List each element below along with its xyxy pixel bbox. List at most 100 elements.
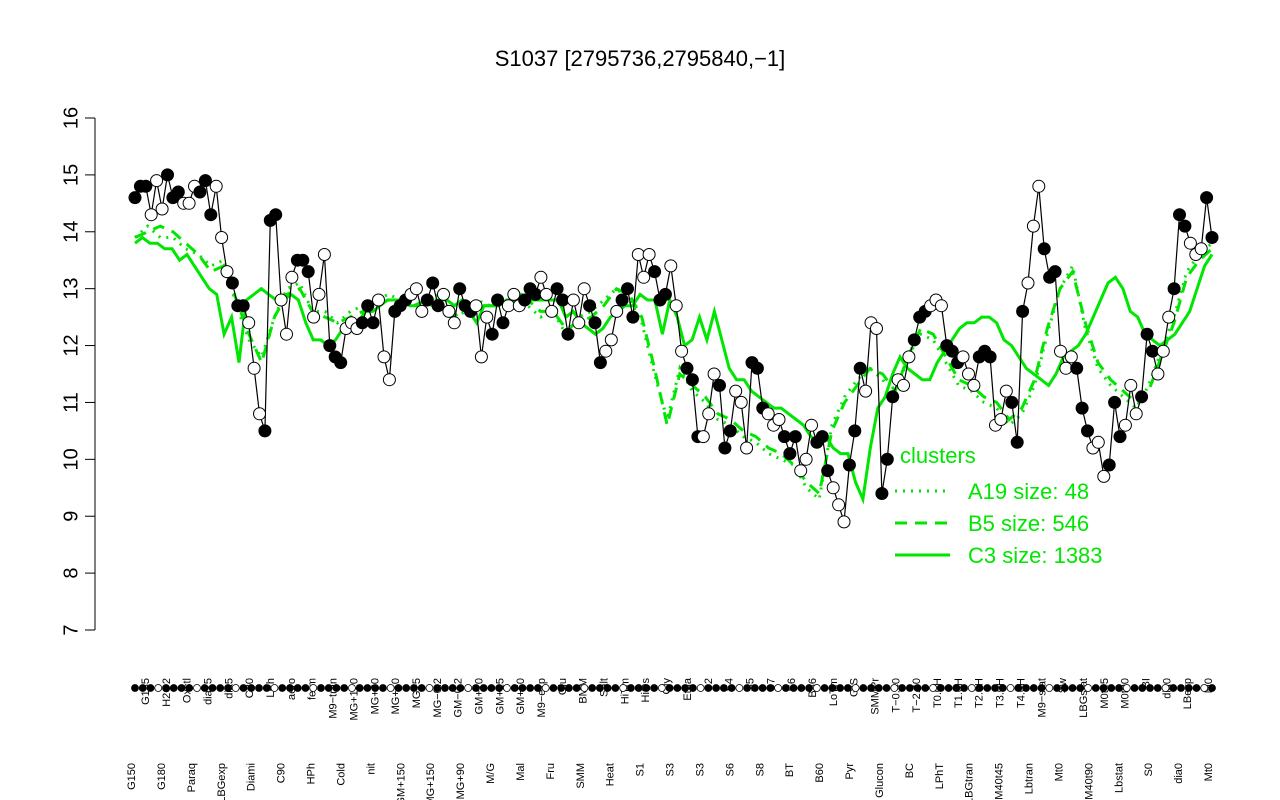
data-point	[209, 179, 223, 193]
x-marker	[177, 684, 186, 692]
data-point	[599, 344, 613, 358]
data-point	[707, 367, 721, 381]
y-tick-label: 12	[60, 334, 82, 356]
x-marker	[867, 684, 875, 692]
x-marker	[355, 684, 364, 692]
y-tick-label: 10	[60, 448, 82, 470]
x-marker	[1014, 684, 1023, 692]
data-point	[572, 316, 586, 330]
x-tick-label: MG−0.2	[432, 678, 444, 717]
x-marker	[743, 684, 752, 692]
x-marker	[650, 684, 659, 692]
data-point	[1194, 242, 1208, 256]
x-tick-label: LBGexp	[216, 763, 228, 800]
data-point	[1064, 350, 1078, 364]
data-point	[734, 395, 748, 409]
x-marker	[479, 684, 488, 692]
x-tick-label: M9−tran	[328, 678, 340, 719]
data-point	[902, 350, 916, 364]
data-point	[491, 293, 505, 307]
data-point	[1135, 390, 1149, 404]
x-marker	[603, 684, 612, 692]
data-point	[718, 441, 732, 455]
data-point	[875, 487, 889, 500]
sample-line	[134, 174, 1213, 523]
x-marker	[805, 684, 813, 692]
data-point	[285, 270, 299, 284]
x-tick-label: Pyr	[844, 763, 856, 780]
x-tick-label: MG+60	[369, 678, 381, 714]
x-marker	[688, 684, 697, 692]
x-marker	[890, 684, 899, 692]
data-point	[1059, 361, 1073, 375]
x-marker	[278, 684, 287, 692]
x-tick-label: BT	[784, 763, 796, 777]
x-marker	[952, 684, 961, 692]
x-tick-label: S0	[1143, 763, 1155, 776]
x-marker	[503, 684, 511, 692]
data-point	[317, 248, 331, 261]
data-point	[474, 350, 488, 364]
x-marker	[441, 684, 449, 692]
data-point	[529, 287, 542, 301]
data-point	[761, 407, 775, 421]
x-marker	[657, 684, 666, 692]
data-point	[225, 276, 239, 290]
data-point	[907, 333, 921, 347]
x-marker	[363, 684, 372, 692]
x-tick-label: M40t90	[1083, 763, 1095, 800]
x-marker	[998, 684, 1007, 692]
x-marker	[774, 684, 783, 692]
x-tick-label: LBGstat	[1078, 678, 1090, 718]
data-point	[783, 447, 797, 461]
data-point	[1140, 327, 1154, 341]
data-point	[1032, 179, 1046, 193]
x-tick-label: GM+15	[494, 678, 506, 714]
data-point	[1016, 304, 1030, 318]
x-tick-label: GM+150	[395, 763, 407, 800]
x-tick-label: SMMPr	[870, 678, 882, 715]
x-marker	[138, 684, 147, 692]
x-marker	[216, 684, 225, 692]
data-point	[945, 344, 959, 358]
data-point	[501, 299, 515, 313]
data-point	[1102, 458, 1116, 472]
x-marker	[727, 684, 736, 692]
x-marker	[758, 684, 767, 692]
data-point	[431, 299, 445, 313]
data-point	[155, 202, 169, 216]
x-marker	[1006, 684, 1015, 692]
x-marker	[348, 684, 356, 692]
data-point	[1156, 344, 1170, 358]
data-point	[161, 168, 174, 182]
data-point	[198, 174, 212, 188]
y-tick-label: 13	[60, 278, 82, 300]
x-marker	[704, 684, 713, 692]
data-point	[848, 424, 862, 438]
data-point	[1037, 242, 1051, 256]
data-point	[999, 384, 1013, 398]
x-marker	[1146, 684, 1154, 692]
x-tick-label: T1.0H	[953, 678, 965, 708]
x-marker	[379, 684, 387, 692]
data-point	[242, 316, 256, 330]
data-point	[323, 339, 337, 353]
x-marker	[1029, 684, 1038, 692]
data-point	[880, 452, 894, 466]
x-marker	[1091, 684, 1100, 692]
x-marker	[859, 684, 868, 692]
x-marker	[185, 684, 194, 692]
data-point	[182, 196, 196, 210]
data-point	[799, 452, 813, 466]
x-tick-label: Fru	[545, 763, 557, 780]
x-marker	[332, 684, 341, 692]
data-point	[1118, 418, 1132, 432]
x-marker	[1192, 684, 1201, 692]
data-point	[621, 282, 634, 296]
x-tick-label: LPhT	[934, 763, 946, 790]
x-tick-label: MG+150	[425, 763, 437, 800]
data-point	[144, 208, 158, 222]
data-point	[469, 299, 483, 313]
data-point	[702, 407, 716, 421]
